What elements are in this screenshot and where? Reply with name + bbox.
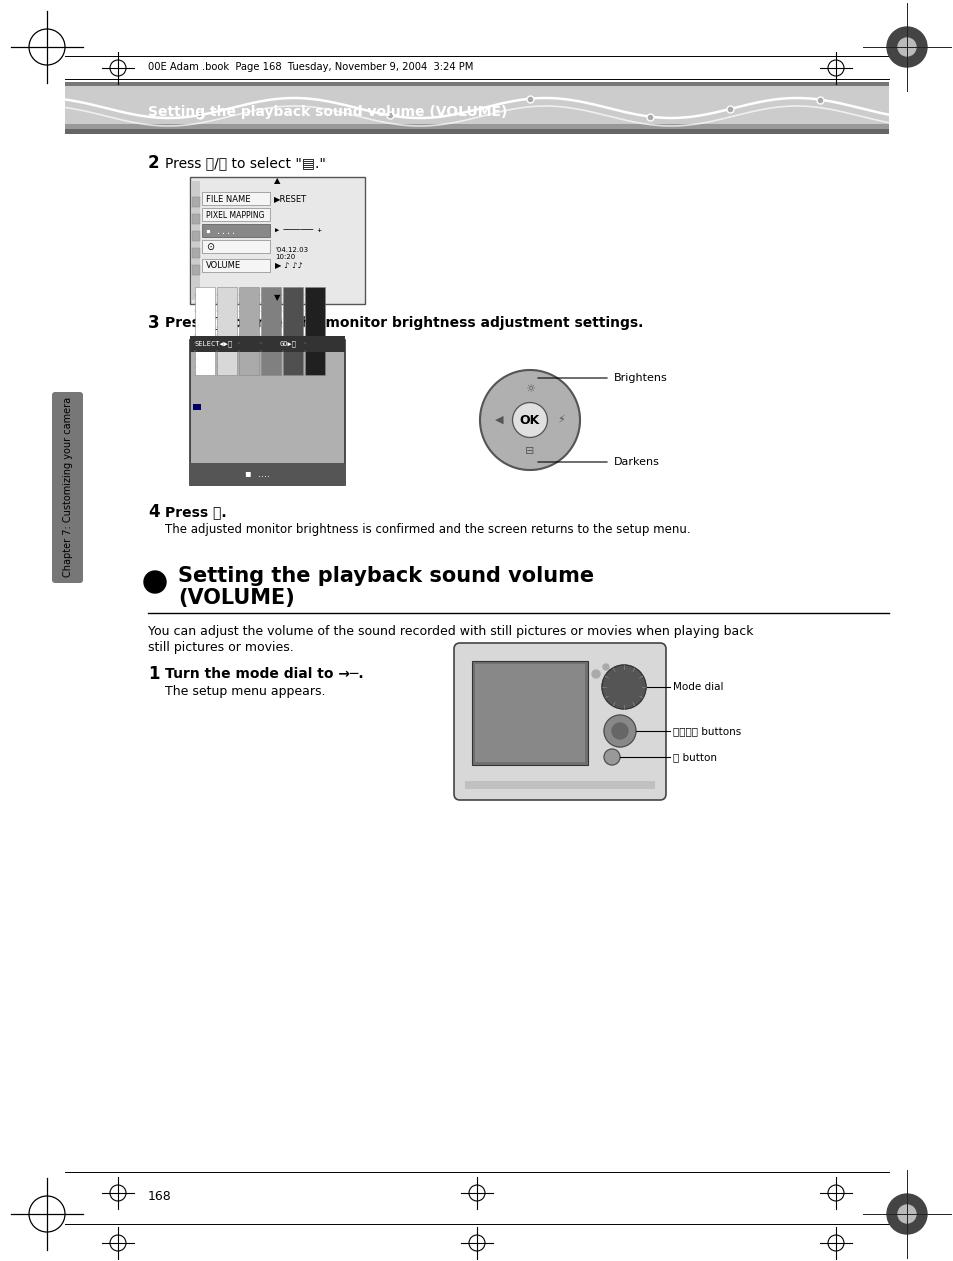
- Circle shape: [897, 38, 915, 55]
- Text: ▲: ▲: [274, 177, 280, 185]
- Bar: [65, 82, 888, 86]
- Bar: [192, 248, 200, 259]
- Bar: [283, 288, 303, 375]
- Text: Turn the mode dial to →─.: Turn the mode dial to →─.: [165, 667, 363, 681]
- Text: ⊙: ⊙: [206, 242, 213, 252]
- Text: 3: 3: [148, 314, 159, 332]
- Text: VOLUME: VOLUME: [206, 261, 241, 271]
- Circle shape: [602, 665, 608, 670]
- Bar: [305, 288, 325, 375]
- Text: Press ⓞ.: Press ⓞ.: [165, 504, 227, 520]
- Bar: [190, 335, 345, 352]
- Bar: [202, 240, 270, 253]
- Text: ▪  ....: ▪ ....: [244, 469, 269, 479]
- Bar: [192, 182, 200, 300]
- Circle shape: [601, 665, 645, 709]
- Bar: [190, 463, 345, 485]
- Text: ☼: ☼: [524, 385, 535, 393]
- Text: ⊟: ⊟: [525, 446, 534, 456]
- Text: '04.12.03
10:20: '04.12.03 10:20: [274, 247, 308, 260]
- Text: Setting the playback sound volume: Setting the playback sound volume: [178, 566, 594, 586]
- Bar: [216, 288, 236, 375]
- Circle shape: [886, 1194, 926, 1235]
- Bar: [464, 781, 655, 789]
- Bar: [194, 288, 214, 375]
- Circle shape: [886, 26, 926, 67]
- Circle shape: [612, 723, 627, 739]
- Text: Brightens: Brightens: [614, 373, 667, 383]
- Bar: [475, 665, 584, 763]
- Text: OK: OK: [519, 414, 539, 426]
- Bar: [192, 197, 200, 207]
- Text: The setup menu appears.: The setup menu appears.: [165, 686, 325, 699]
- Text: Chapter 7: Customizing your camera: Chapter 7: Customizing your camera: [63, 397, 73, 578]
- Text: ⓟ button: ⓟ button: [672, 752, 717, 762]
- Bar: [192, 231, 200, 241]
- Text: FILE NAME: FILE NAME: [206, 194, 251, 203]
- Text: ▪ ....: ▪ ....: [206, 227, 235, 236]
- Text: SELECT◀▶ⓒ: SELECT◀▶ⓒ: [194, 340, 233, 347]
- Bar: [202, 192, 270, 206]
- Text: ⓛⓐⓛⓙ buttons: ⓛⓐⓛⓙ buttons: [672, 726, 740, 736]
- Bar: [202, 259, 270, 272]
- Text: ▶ ♪ ♪♪: ▶ ♪ ♪♪: [274, 261, 302, 271]
- Bar: [65, 124, 888, 134]
- Text: ▶RESET: ▶RESET: [274, 194, 307, 203]
- Bar: [472, 661, 587, 765]
- Text: ▶ ─────── +: ▶ ─────── +: [274, 228, 321, 235]
- Text: 1: 1: [148, 665, 159, 683]
- Circle shape: [479, 369, 579, 470]
- Bar: [190, 340, 345, 485]
- Text: Darkens: Darkens: [614, 456, 659, 467]
- FancyBboxPatch shape: [454, 643, 665, 799]
- Text: GO▶ⓞ: GO▶ⓞ: [280, 340, 296, 347]
- Text: 168: 168: [148, 1190, 172, 1203]
- Text: Press ⓟ to enter the monitor brightness adjustment settings.: Press ⓟ to enter the monitor brightness …: [165, 317, 642, 330]
- Bar: [65, 129, 888, 134]
- Bar: [190, 177, 365, 304]
- Text: ◀: ◀: [495, 415, 503, 425]
- Bar: [239, 288, 258, 375]
- Bar: [192, 214, 200, 224]
- Text: You can adjust the volume of the sound recorded with still pictures or movies wh: You can adjust the volume of the sound r…: [148, 624, 753, 638]
- Text: Mode dial: Mode dial: [672, 682, 722, 692]
- Bar: [65, 86, 888, 130]
- Text: 2: 2: [148, 154, 159, 171]
- Circle shape: [897, 1206, 915, 1223]
- Text: still pictures or movies.: still pictures or movies.: [148, 641, 294, 653]
- Bar: [261, 288, 281, 375]
- Text: Setting the playback sound volume (VOLUME): Setting the playback sound volume (VOLUM…: [148, 105, 507, 119]
- Text: (VOLUME): (VOLUME): [178, 588, 294, 608]
- Text: The adjusted monitor brightness is confirmed and the screen returns to the setup: The adjusted monitor brightness is confi…: [165, 523, 690, 536]
- Text: ⚡: ⚡: [557, 415, 564, 425]
- Bar: [192, 265, 200, 275]
- Text: ▼: ▼: [274, 293, 280, 301]
- FancyBboxPatch shape: [52, 392, 83, 583]
- Bar: [202, 224, 270, 237]
- Circle shape: [144, 571, 166, 593]
- Text: 00E Adam .book  Page 168  Tuesday, November 9, 2004  3:24 PM: 00E Adam .book Page 168 Tuesday, Novembe…: [148, 62, 473, 72]
- Circle shape: [603, 715, 636, 747]
- Bar: [193, 404, 201, 410]
- Circle shape: [603, 749, 619, 765]
- Circle shape: [512, 402, 547, 438]
- Text: 4: 4: [148, 503, 159, 521]
- Text: Press ⯇/⯈ to select "▤.": Press ⯇/⯈ to select "▤.": [165, 156, 326, 170]
- Bar: [202, 208, 270, 221]
- Text: PIXEL MAPPING: PIXEL MAPPING: [206, 211, 264, 219]
- Circle shape: [592, 670, 599, 678]
